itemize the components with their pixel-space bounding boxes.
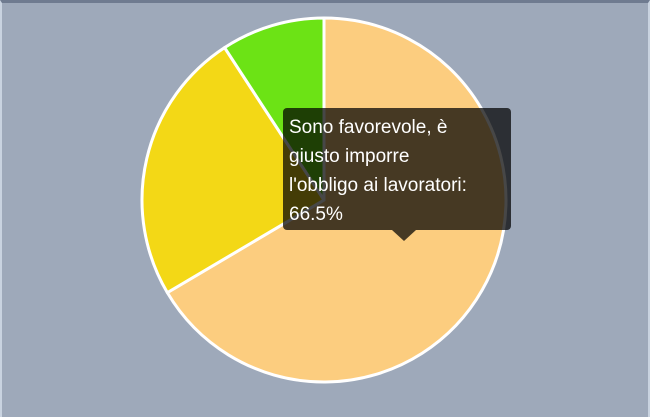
tooltip-arrow: [392, 230, 416, 241]
tooltip-line: giusto imporre: [289, 146, 410, 167]
pie-slice-1[interactable]: [140, 46, 326, 295]
tooltip-line: l'obbligo ai lavoratori:: [289, 175, 467, 196]
tooltip-line: Sono favorevole, è: [289, 117, 448, 138]
tooltip-value: 66.5%: [289, 204, 343, 225]
tooltip: Sono favorevole, è giusto imporre l'obbl…: [283, 108, 511, 230]
